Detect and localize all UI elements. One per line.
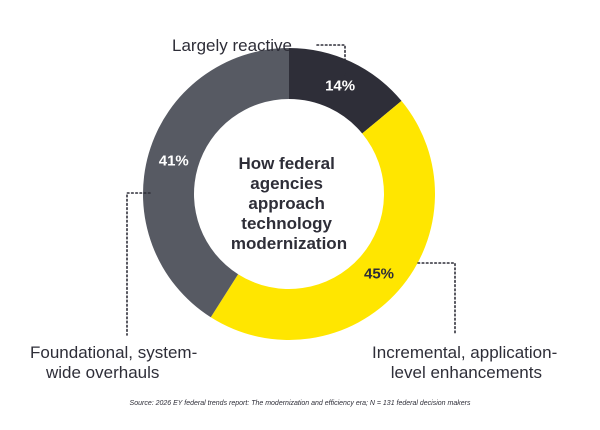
center-title-line: modernization [231,234,347,253]
center-title-line: approach [248,194,325,213]
category-label-line: Largely reactive [172,36,292,55]
category-label-foundational: Foundational, system- wide overhauls [30,343,202,382]
slice-percent-label: 41% [159,153,189,170]
donut-slice-2 [143,48,289,318]
center-title-line: agencies [250,174,323,193]
category-label-reactive: Largely reactive [172,36,292,55]
center-title: How federal agencies approach technology… [231,154,347,253]
category-label-line: Foundational, system- [30,343,197,362]
leader-line-foundational [126,192,151,336]
leader-line-reactive [316,44,346,79]
leader-line-incremental [417,262,456,336]
source-note: Source: 2026 EY federal trends report: T… [130,400,471,407]
slice-percent-label: 45% [364,265,394,282]
percentage-labels: 14% 45% 41% [159,77,394,282]
center-title-line: How federal [238,154,334,173]
donut-slices [143,48,435,340]
center-title-line: technology [241,214,332,233]
category-label-line: wide overhauls [45,363,159,382]
category-label-line: Incremental, application- [372,343,557,362]
slice-percent-label: 14% [325,77,355,94]
category-label-line: level enhancements [391,363,542,382]
donut-slice-0 [289,48,402,134]
donut-slice-1 [210,100,435,340]
category-label-incremental: Incremental, application- level enhancem… [372,343,562,382]
